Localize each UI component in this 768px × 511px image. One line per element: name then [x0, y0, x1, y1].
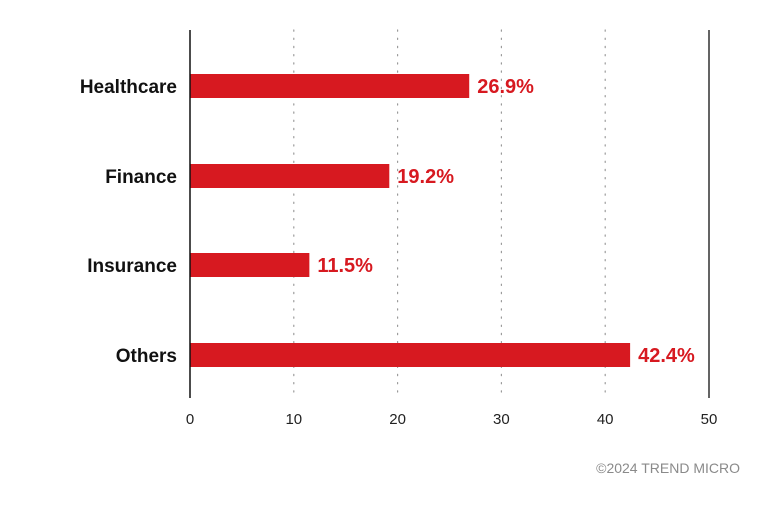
axes [189, 30, 710, 398]
data-label-healthcare: 26.9% [477, 76, 534, 98]
labels: Healthcare 26.9% Finance 19.2% Insurance 11.5… [80, 76, 718, 428]
category-label-others: Others [116, 346, 177, 367]
category-label-finance: Finance [105, 167, 177, 188]
x-tick-label-0: 0 [186, 411, 194, 428]
data-label-insurance: 11.5% [317, 255, 373, 277]
x-tick-label-40: 40 [597, 411, 614, 428]
data-label-finance: 19.2% [397, 166, 454, 188]
x-tick-label-50: 50 [701, 411, 718, 428]
category-label-healthcare: Healthcare [80, 77, 177, 98]
bar-finance [190, 164, 390, 188]
bar-healthcare [190, 74, 470, 98]
bars [190, 74, 631, 367]
x-tick-label-20: 20 [389, 411, 406, 428]
data-label-others: 42.4% [638, 345, 695, 367]
bar-insurance [190, 253, 310, 277]
copyright-credit: ©2024 TREND MICRO [596, 460, 740, 476]
x-tick-label-30: 30 [493, 411, 510, 428]
bar-others [190, 343, 631, 367]
category-label-insurance: Insurance [87, 256, 177, 277]
x-tick-label-10: 10 [285, 411, 302, 428]
